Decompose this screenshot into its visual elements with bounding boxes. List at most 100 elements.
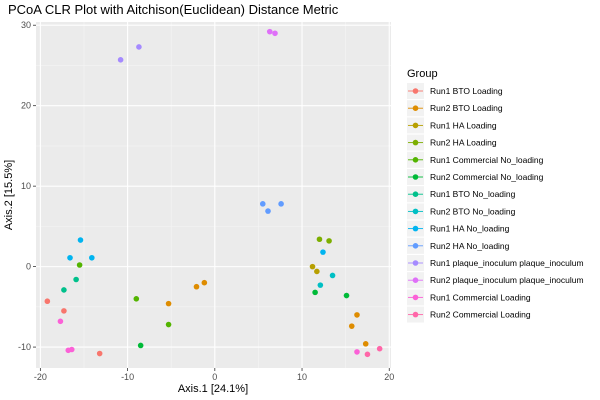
data-point — [272, 30, 278, 37]
data-point — [265, 208, 271, 214]
data-point — [165, 300, 172, 307]
legend-key-point — [412, 105, 419, 111]
plot-panel — [36, 22, 391, 368]
data-point — [326, 238, 332, 244]
legend-item: Run2 HA No_loading — [407, 237, 510, 254]
legend-label: Run2 Commercial Loading — [430, 310, 531, 320]
x-tick-label: 0 — [212, 372, 217, 382]
x-tick-label: -20 — [34, 372, 47, 382]
data-point — [362, 341, 369, 347]
data-point — [317, 282, 324, 288]
data-point — [44, 298, 51, 305]
legend-key-point — [412, 294, 419, 301]
data-point — [61, 287, 67, 293]
legend-item: Run1 plaque_inoculum plaque_inoculum — [407, 255, 584, 271]
y-axis: -10 0 10 20 30 — [18, 20, 36, 352]
data-point — [89, 254, 95, 261]
data-point — [73, 276, 79, 283]
legend-item: Run2 BTO No_loading — [407, 203, 516, 220]
legend-label: Run2 HA Loading — [430, 138, 497, 148]
y-tick-label: 20 — [21, 101, 31, 111]
data-point — [376, 345, 383, 352]
x-tick-label: -10 — [121, 372, 134, 382]
data-point — [278, 201, 284, 207]
data-point — [117, 57, 124, 63]
y-tick-label: 30 — [21, 20, 31, 30]
data-point — [76, 262, 83, 268]
legend-key-point — [412, 243, 419, 249]
x-axis-title: Axis.1 [24.1%] — [178, 383, 248, 395]
x-tick-label: 10 — [297, 372, 307, 382]
legend-title: Group — [407, 68, 438, 80]
legend-label: Run1 Commercial Loading — [430, 292, 531, 302]
legend-item: Run2 HA Loading — [407, 134, 497, 151]
data-point — [96, 350, 103, 357]
data-point — [137, 342, 144, 349]
legend-item: Run1 BTO No_loading — [407, 186, 516, 203]
legend-label: Run2 BTO Loading — [430, 103, 503, 113]
data-point — [312, 289, 318, 296]
y-tick-label: 0 — [26, 262, 31, 272]
legend-item: Run2 BTO Loading — [407, 100, 503, 117]
legend-key-point — [412, 122, 419, 129]
data-point — [309, 263, 316, 270]
legend-item: Run2 plaque_inoculum plaque_inoculum — [407, 272, 584, 289]
data-point — [266, 28, 273, 35]
data-point — [193, 283, 200, 290]
data-point — [316, 236, 323, 243]
legend-label: Run2 BTO No_loading — [430, 206, 516, 216]
data-point — [57, 318, 64, 325]
legend-item: Run1 BTO Loading — [407, 83, 503, 99]
legend-key-point — [412, 277, 419, 284]
data-point — [329, 272, 336, 279]
legend-label: Run2 Commercial No_loading — [430, 172, 544, 182]
data-point — [354, 312, 360, 318]
data-point — [314, 268, 320, 275]
data-point — [259, 201, 266, 207]
legend-items: Run1 BTO Loading Run2 BTO Loading Run1 HA … — [407, 83, 584, 323]
data-point — [61, 308, 67, 314]
legend-key-point — [412, 208, 419, 215]
legend-key-point — [412, 260, 419, 266]
legend-key-point — [412, 191, 419, 197]
legend-item: Run1 HA No_loading — [407, 220, 510, 237]
legend-label: Run1 BTO No_loading — [430, 189, 516, 199]
x-tick-label: 20 — [384, 372, 394, 382]
legend-label: Run2 HA No_loading — [430, 241, 510, 251]
data-point — [343, 292, 350, 299]
y-tick-label: -10 — [18, 342, 31, 352]
data-point — [133, 296, 140, 302]
data-point — [136, 44, 142, 50]
legend-key-point — [412, 174, 419, 180]
legend-label: Run1 Commercial No_loading — [430, 155, 544, 165]
legend-item: Run2 Commercial Loading — [407, 306, 531, 323]
legend-item: Run2 Commercial No_loading — [407, 169, 544, 185]
data-point — [77, 237, 84, 243]
legend-key-point — [412, 139, 419, 146]
data-point — [67, 254, 73, 261]
chart-title: PCoA CLR Plot with Aitchison(Euclidean) … — [8, 2, 339, 17]
legend-item: Run1 HA Loading — [407, 117, 497, 134]
legend-key-point — [412, 225, 419, 232]
legend-label: Run1 HA Loading — [430, 120, 497, 130]
data-point — [364, 351, 371, 358]
legend-label: Run1 plaque_inoculum plaque_inoculum — [430, 258, 584, 268]
x-axis: -20 -10 0 10 20 — [34, 368, 394, 382]
y-tick-label: 10 — [21, 181, 31, 191]
legend-label: Run1 BTO Loading — [430, 86, 503, 96]
legend-key-point — [412, 311, 419, 318]
y-axis-title: Axis.2 [15.5%] — [3, 160, 15, 230]
points-layer — [44, 28, 383, 358]
data-point — [68, 346, 75, 353]
legend-item: Run1 Commercial Loading — [407, 289, 531, 306]
data-point — [354, 349, 360, 355]
data-point — [320, 249, 326, 255]
legend-label: Run2 plaque_inoculum plaque_inoculum — [430, 275, 584, 285]
legend-key-point — [412, 88, 419, 94]
grid-layer — [36, 22, 391, 368]
data-point — [201, 279, 208, 286]
legend-key-point — [412, 157, 419, 163]
data-point — [348, 323, 355, 329]
